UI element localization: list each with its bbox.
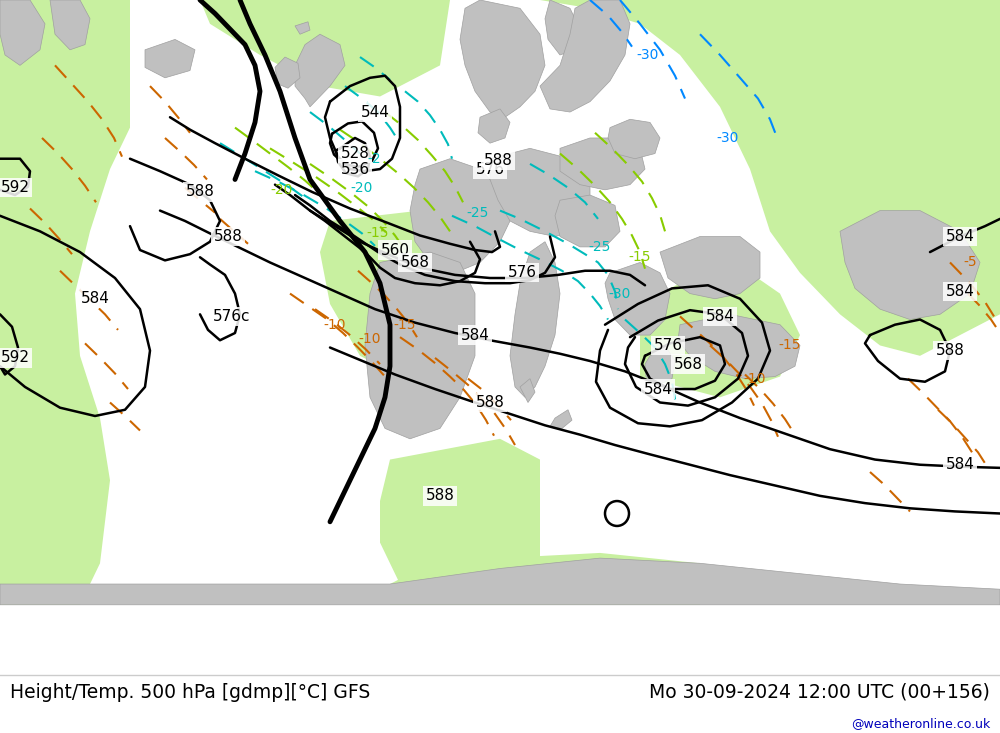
Polygon shape bbox=[645, 345, 675, 385]
Text: -20: -20 bbox=[351, 181, 373, 195]
Text: 576c: 576c bbox=[213, 309, 251, 324]
Text: -15: -15 bbox=[394, 317, 416, 332]
Text: -20: -20 bbox=[271, 183, 293, 197]
Text: 584: 584 bbox=[706, 309, 734, 324]
Polygon shape bbox=[510, 242, 560, 397]
Polygon shape bbox=[550, 410, 572, 428]
Text: 588: 588 bbox=[484, 153, 512, 169]
Polygon shape bbox=[555, 195, 620, 247]
Text: 584: 584 bbox=[644, 381, 672, 397]
Text: -10: -10 bbox=[324, 317, 346, 332]
Text: Height/Temp. 500 hPa [gdmp][°C] GFS: Height/Temp. 500 hPa [gdmp][°C] GFS bbox=[10, 682, 370, 701]
Text: -10: -10 bbox=[359, 332, 381, 346]
Text: 588: 588 bbox=[186, 185, 214, 199]
Polygon shape bbox=[380, 439, 540, 584]
Text: 588: 588 bbox=[214, 229, 242, 244]
Polygon shape bbox=[0, 0, 130, 605]
Text: 568: 568 bbox=[400, 255, 430, 270]
Polygon shape bbox=[540, 0, 630, 112]
Polygon shape bbox=[145, 40, 195, 78]
Polygon shape bbox=[320, 210, 460, 377]
Text: 588: 588 bbox=[936, 343, 964, 358]
Text: Mo 30-09-2024 12:00 UTC (00+156): Mo 30-09-2024 12:00 UTC (00+156) bbox=[649, 682, 990, 701]
Polygon shape bbox=[605, 262, 670, 335]
Text: -10: -10 bbox=[744, 372, 766, 386]
Polygon shape bbox=[640, 273, 800, 397]
Polygon shape bbox=[608, 119, 660, 159]
Text: 560: 560 bbox=[380, 243, 410, 257]
Text: -15: -15 bbox=[629, 250, 651, 265]
Text: 584: 584 bbox=[81, 291, 109, 306]
Polygon shape bbox=[520, 379, 535, 402]
Text: 528: 528 bbox=[341, 146, 369, 161]
Polygon shape bbox=[410, 159, 510, 273]
Text: -30: -30 bbox=[637, 48, 659, 62]
Polygon shape bbox=[678, 314, 800, 379]
Text: -15: -15 bbox=[367, 226, 389, 240]
Text: -30: -30 bbox=[609, 287, 631, 301]
Text: 584: 584 bbox=[946, 229, 974, 244]
Text: -15: -15 bbox=[779, 339, 801, 353]
Polygon shape bbox=[460, 0, 545, 117]
Text: 584: 584 bbox=[946, 284, 974, 299]
Text: -2: -2 bbox=[367, 152, 381, 166]
Polygon shape bbox=[295, 34, 345, 107]
Polygon shape bbox=[50, 0, 90, 50]
Text: 536: 536 bbox=[340, 161, 370, 177]
Polygon shape bbox=[660, 237, 760, 299]
Text: 576: 576 bbox=[476, 161, 505, 177]
Text: 576: 576 bbox=[508, 265, 536, 280]
Polygon shape bbox=[295, 22, 310, 34]
Polygon shape bbox=[200, 0, 450, 97]
Polygon shape bbox=[478, 109, 510, 143]
Polygon shape bbox=[540, 0, 1000, 356]
Text: 584: 584 bbox=[461, 328, 489, 342]
Polygon shape bbox=[365, 252, 475, 439]
Text: 568: 568 bbox=[674, 357, 702, 372]
Polygon shape bbox=[545, 0, 580, 55]
Text: -25: -25 bbox=[589, 240, 611, 254]
Polygon shape bbox=[490, 148, 590, 237]
Text: 588: 588 bbox=[426, 488, 454, 504]
Text: 576: 576 bbox=[654, 338, 682, 353]
Polygon shape bbox=[0, 0, 45, 65]
Polygon shape bbox=[275, 57, 300, 88]
Polygon shape bbox=[840, 210, 980, 320]
Polygon shape bbox=[560, 138, 645, 190]
Text: 592: 592 bbox=[0, 180, 30, 195]
Polygon shape bbox=[390, 553, 700, 605]
Text: 544: 544 bbox=[361, 105, 389, 119]
Text: 588: 588 bbox=[476, 395, 504, 410]
Text: @weatheronline.co.uk: @weatheronline.co.uk bbox=[851, 717, 990, 729]
Polygon shape bbox=[0, 558, 1000, 605]
Text: 584: 584 bbox=[946, 457, 974, 472]
Text: -30: -30 bbox=[717, 131, 739, 145]
Text: 592: 592 bbox=[0, 350, 30, 365]
Text: -5: -5 bbox=[963, 256, 977, 270]
Text: -25: -25 bbox=[467, 206, 489, 220]
